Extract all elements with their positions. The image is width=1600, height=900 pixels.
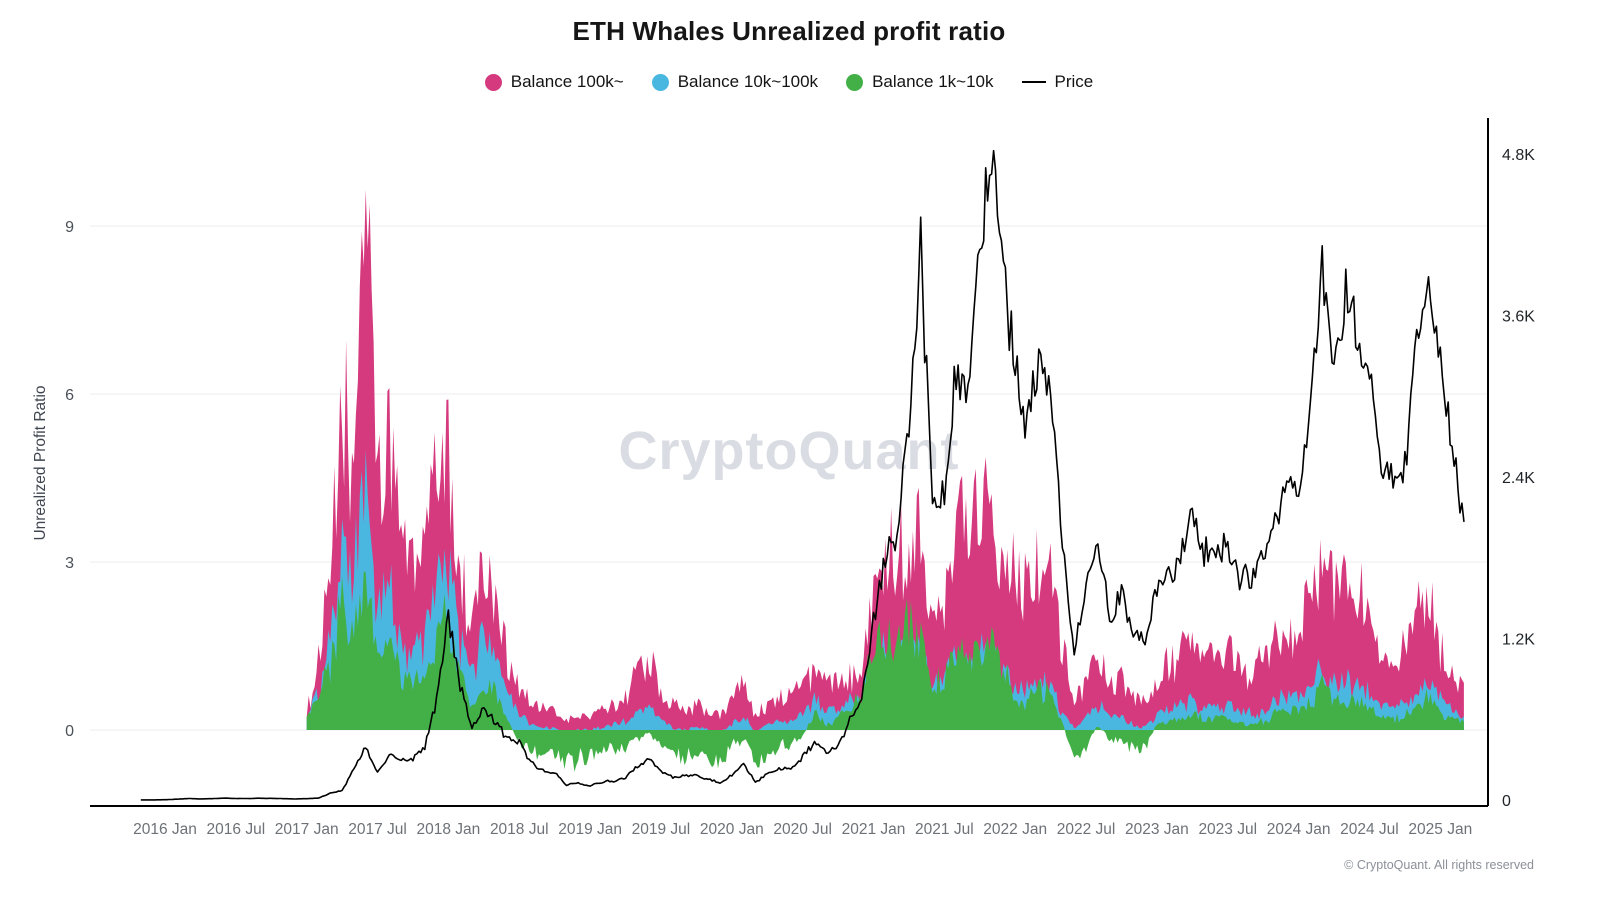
- svg-text:3: 3: [65, 555, 74, 572]
- svg-text:2017 Jul: 2017 Jul: [348, 821, 407, 838]
- svg-text:4.8K: 4.8K: [1502, 147, 1535, 164]
- legend-item-balance-10k-100k[interactable]: Balance 10k~100k: [651, 72, 819, 92]
- svg-text:2016 Jul: 2016 Jul: [207, 821, 266, 838]
- legend: Balance 100k~ Balance 10k~100k Balance 1…: [0, 72, 1578, 92]
- legend-item-balance-100k[interactable]: Balance 100k~: [484, 72, 624, 92]
- svg-text:6: 6: [65, 387, 74, 404]
- legend-swatch-pink-icon: [484, 73, 502, 91]
- svg-text:0: 0: [1502, 793, 1511, 810]
- svg-text:2.4K: 2.4K: [1502, 470, 1535, 487]
- svg-text:2021 Jul: 2021 Jul: [915, 821, 974, 838]
- svg-text:2020 Jan: 2020 Jan: [700, 821, 764, 838]
- svg-text:2016 Jan: 2016 Jan: [133, 821, 197, 838]
- svg-text:1.2K: 1.2K: [1502, 632, 1535, 649]
- svg-text:0: 0: [65, 723, 74, 740]
- svg-text:2020 Jul: 2020 Jul: [773, 821, 832, 838]
- svg-text:2018 Jan: 2018 Jan: [417, 821, 481, 838]
- svg-text:2024 Jan: 2024 Jan: [1267, 821, 1331, 838]
- legend-item-price[interactable]: Price: [1021, 72, 1094, 92]
- legend-label-price: Price: [1054, 72, 1094, 91]
- copyright-notice: © CryptoQuant. All rights reserved: [1344, 858, 1534, 872]
- legend-label-balance-1k-10k: Balance 1k~10k: [872, 72, 994, 91]
- svg-text:2024 Jul: 2024 Jul: [1340, 821, 1399, 838]
- svg-text:9: 9: [65, 219, 74, 236]
- svg-text:2025 Jan: 2025 Jan: [1408, 821, 1472, 838]
- legend-item-balance-1k-10k[interactable]: Balance 1k~10k: [846, 72, 994, 92]
- svg-text:2023 Jul: 2023 Jul: [1198, 821, 1257, 838]
- chart-title: ETH Whales Unrealized profit ratio: [572, 16, 1006, 46]
- svg-text:2019 Jul: 2019 Jul: [632, 821, 691, 838]
- legend-swatch-price-line-icon: [1021, 80, 1046, 84]
- svg-text:2023 Jan: 2023 Jan: [1125, 821, 1189, 838]
- svg-text:2022 Jul: 2022 Jul: [1057, 821, 1116, 838]
- legend-label-balance-100k: Balance 100k~: [510, 72, 624, 91]
- svg-text:2019 Jan: 2019 Jan: [558, 821, 622, 838]
- svg-text:2021 Jan: 2021 Jan: [842, 821, 906, 838]
- svg-text:3.6K: 3.6K: [1502, 309, 1535, 326]
- svg-text:2017 Jan: 2017 Jan: [275, 821, 339, 838]
- legend-swatch-green-icon: [846, 73, 864, 91]
- legend-label-balance-10k-100k: Balance 10k~100k: [677, 72, 819, 91]
- legend-swatch-blue-icon: [651, 73, 669, 91]
- svg-text:2022 Jan: 2022 Jan: [983, 821, 1047, 838]
- svg-text:2018 Jul: 2018 Jul: [490, 821, 549, 838]
